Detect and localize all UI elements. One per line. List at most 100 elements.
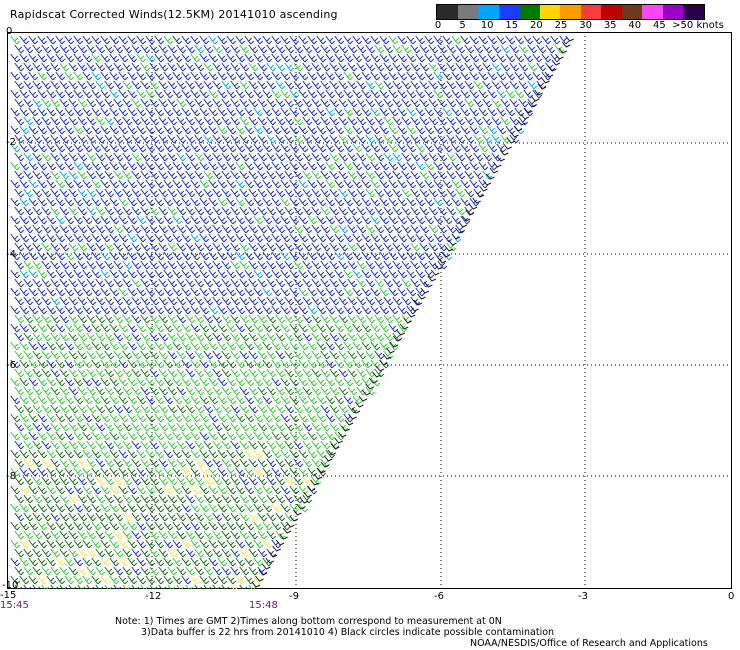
wind-barb: [271, 305, 282, 315]
wind-barb: [122, 278, 133, 288]
wind-barb: [266, 314, 277, 324]
wind-barb: [289, 107, 300, 117]
wind-barb: [239, 458, 250, 468]
wind-barb: [329, 134, 340, 144]
wind-barb: [131, 224, 142, 234]
wind-barb: [262, 125, 273, 135]
wind-barb: [298, 179, 309, 189]
wind-barb: [176, 494, 187, 504]
wind-barb: [154, 89, 165, 99]
wind-barb: [176, 458, 187, 468]
wind-barb: [266, 458, 277, 468]
wind-barb: [293, 188, 304, 198]
wind-barb: [185, 116, 196, 126]
wind-barb: [253, 215, 264, 225]
wind-barb: [248, 296, 259, 306]
wind-barb: [185, 152, 196, 162]
wind-barb: [127, 269, 138, 279]
wind-barb: [73, 341, 84, 351]
wind-barb: [424, 251, 435, 261]
wind-barb: [95, 44, 106, 54]
wind-barb: [262, 251, 273, 261]
swath-edge-barb: [523, 107, 533, 114]
wind-barb: [95, 242, 106, 252]
wind-barb: [338, 116, 349, 126]
wind-barb: [41, 476, 52, 486]
wind-barb: [149, 188, 160, 198]
wind-barb: [334, 305, 345, 315]
wind-barb: [140, 116, 151, 126]
wind-barb: [122, 458, 133, 468]
wind-barb: [77, 116, 88, 126]
wind-barb: [248, 530, 259, 540]
wind-barb: [280, 89, 291, 99]
wind-barb: [235, 89, 246, 99]
wind-barb: [68, 44, 79, 54]
wind-barb: [311, 134, 322, 144]
wind-barb: [464, 188, 475, 198]
wind-barb: [59, 332, 70, 342]
wind-barb: [383, 170, 394, 180]
wind-barb: [14, 350, 25, 360]
wind-barb: [325, 359, 336, 369]
wind-barb: [433, 197, 444, 207]
wind-barb: [221, 386, 232, 396]
wind-barb: [190, 215, 201, 225]
wind-barb: [415, 89, 426, 99]
wind-barb: [302, 386, 313, 396]
wind-barb: [428, 224, 439, 234]
wind-barb: [383, 242, 394, 252]
wind-barb: [208, 71, 219, 81]
wind-barb: [77, 332, 88, 342]
wind-barb: [73, 71, 84, 81]
wind-barb: [221, 278, 232, 288]
wind-barb: [158, 584, 167, 589]
wind-barb: [127, 485, 138, 495]
wind-barb: [127, 575, 138, 585]
wind-barb: [248, 368, 259, 378]
wind-barb: [437, 260, 448, 270]
end-time-label: 15:48: [249, 600, 278, 611]
wind-barb: [118, 377, 129, 387]
wind-barb: [149, 422, 160, 432]
wind-barb: [181, 503, 192, 513]
wind-barb: [280, 485, 291, 495]
wind-barb: [329, 314, 340, 324]
wind-barb: [59, 206, 70, 216]
wind-barb: [10, 485, 21, 495]
wind-barb: [59, 512, 70, 522]
wind-barb: [113, 404, 124, 414]
wind-barb: [55, 71, 66, 81]
wind-barb: [73, 521, 84, 531]
wind-barb: [469, 179, 480, 189]
wind-barb: [388, 287, 399, 297]
wind-barb: [289, 125, 300, 135]
wind-barb: [217, 53, 228, 63]
wind-barb: [230, 314, 241, 324]
wind-barb: [176, 224, 187, 234]
swath-edge-barb: [344, 419, 354, 426]
wind-barb: [203, 224, 214, 234]
wind-barb: [86, 386, 97, 396]
wind-barb: [172, 89, 183, 99]
wind-barb: [325, 53, 336, 63]
wind-barb: [14, 566, 25, 576]
wind-barb: [244, 89, 255, 99]
wind-barb: [32, 170, 43, 180]
wind-barb: [226, 35, 237, 45]
colorbar-label: 10: [480, 20, 494, 31]
wind-barb: [19, 125, 30, 135]
wind-barb: [325, 125, 336, 135]
wind-barb: [46, 503, 57, 513]
wind-barb: [253, 413, 264, 423]
wind-barb: [172, 35, 183, 45]
wind-barb: [77, 350, 88, 360]
wind-barb: [136, 539, 147, 549]
wind-barb: [257, 296, 268, 306]
wind-barb: [311, 404, 322, 414]
wind-barb: [311, 422, 322, 432]
wind-barb: [154, 35, 165, 45]
wind-barb: [64, 359, 75, 369]
wind-barb: [415, 35, 426, 45]
wind-barb: [379, 179, 390, 189]
